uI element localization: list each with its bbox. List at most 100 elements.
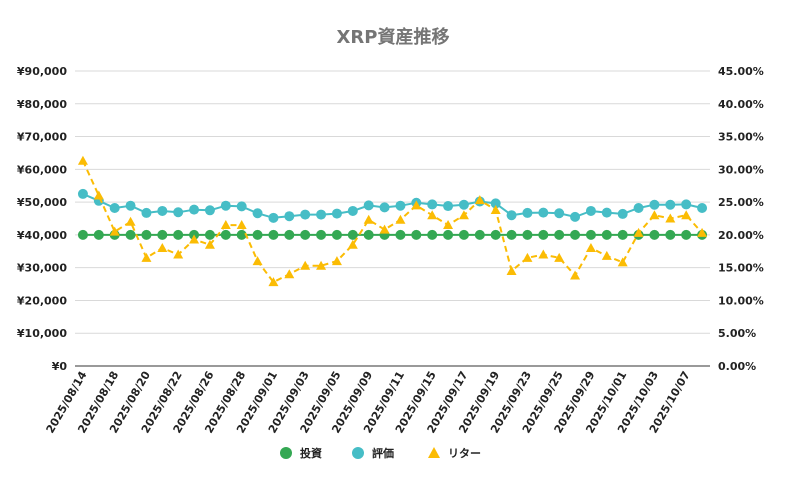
left-y-tick-label: ¥60,000 <box>17 163 67 176</box>
data-point <box>284 229 295 240</box>
data-point <box>268 212 279 223</box>
data-point <box>522 229 533 240</box>
data-point <box>220 200 231 211</box>
right-y-tick-label: 40.00% <box>718 98 764 111</box>
data-point <box>316 209 327 220</box>
data-point <box>490 204 501 214</box>
data-point <box>522 207 533 218</box>
data-point <box>189 234 200 244</box>
data-point <box>665 199 676 210</box>
data-point <box>585 205 596 216</box>
data-point <box>173 249 184 259</box>
data-point <box>331 256 342 266</box>
data-point <box>538 229 549 240</box>
left-y-tick-label: ¥0 <box>52 360 68 373</box>
data-point <box>363 229 374 240</box>
data-point <box>427 210 438 220</box>
data-point <box>347 239 358 249</box>
data-point <box>125 229 136 240</box>
data-point <box>443 229 454 240</box>
series-line <box>81 160 703 284</box>
legend-item: リター <box>428 447 481 460</box>
data-point <box>427 199 438 210</box>
data-point <box>633 203 644 214</box>
data-point <box>585 229 596 240</box>
series-layer <box>77 155 708 287</box>
legend-label: 評価 <box>372 446 394 460</box>
data-point <box>77 155 88 165</box>
data-point <box>141 229 152 240</box>
series-2 <box>77 188 708 223</box>
data-point <box>347 205 358 216</box>
legend-marker <box>428 447 440 458</box>
data-point <box>411 200 422 210</box>
legend-label: 投資 <box>300 446 322 460</box>
gridlines <box>75 70 710 367</box>
data-point <box>268 229 279 240</box>
data-point <box>300 209 311 220</box>
data-point <box>506 229 517 240</box>
data-point <box>125 200 136 211</box>
chart-title: XRP資産推移 <box>337 26 450 48</box>
data-point <box>93 229 104 240</box>
legend-label: リター <box>448 447 481 460</box>
legend-marker <box>352 447 364 459</box>
data-point <box>189 204 200 215</box>
data-point <box>585 243 596 252</box>
data-point <box>522 252 533 262</box>
left-y-tick-label: ¥30,000 <box>17 262 67 275</box>
data-point <box>490 198 501 209</box>
data-point <box>109 203 120 214</box>
data-point <box>220 220 231 230</box>
data-point <box>697 227 708 237</box>
data-point <box>316 229 327 240</box>
data-point <box>236 229 247 240</box>
left-y-tick-label: ¥50,000 <box>17 196 67 209</box>
data-point <box>649 210 660 220</box>
data-point <box>157 243 168 252</box>
right-y-tick-label: 45.00% <box>718 65 764 78</box>
data-point <box>252 208 263 219</box>
data-point <box>331 229 342 240</box>
data-point <box>204 229 215 240</box>
right-y-tick-label: 20.00% <box>718 229 764 242</box>
data-point <box>363 214 374 224</box>
left-y-tick-label: ¥10,000 <box>17 327 67 340</box>
data-point <box>379 224 390 234</box>
data-point <box>347 229 358 240</box>
data-point <box>458 199 469 210</box>
data-point <box>697 203 708 214</box>
data-point <box>284 269 295 279</box>
data-point <box>601 250 612 260</box>
series-1 <box>77 229 708 240</box>
data-point <box>474 229 485 240</box>
data-point <box>379 202 390 213</box>
data-point <box>633 227 644 237</box>
data-point <box>649 229 660 240</box>
data-point <box>204 239 215 249</box>
data-point <box>474 195 485 205</box>
data-point <box>395 200 406 211</box>
data-point <box>554 252 565 262</box>
data-point <box>601 207 612 218</box>
series-3 <box>77 155 708 287</box>
data-point <box>411 229 422 240</box>
data-point <box>173 207 184 218</box>
data-point <box>506 265 517 275</box>
data-point <box>665 229 676 240</box>
right-y-tick-label: 5.00% <box>718 327 756 340</box>
data-point <box>236 201 247 212</box>
right-y-tick-label: 10.00% <box>718 294 764 307</box>
legend-marker <box>280 447 292 459</box>
data-point <box>570 211 581 222</box>
left-y-tick-label: ¥70,000 <box>17 131 67 144</box>
data-point <box>538 207 549 218</box>
data-point <box>665 213 676 223</box>
data-point <box>681 210 692 220</box>
data-point <box>252 256 263 266</box>
right-y-tick-label: 30.00% <box>718 163 764 176</box>
data-point <box>490 229 501 240</box>
right-y-axis: 0.00% 5.00% 10.00% 15.00% 20.00% 25.00% 30.00%… <box>718 65 764 373</box>
legend-item: 評価 <box>352 446 394 460</box>
data-point <box>141 207 152 218</box>
